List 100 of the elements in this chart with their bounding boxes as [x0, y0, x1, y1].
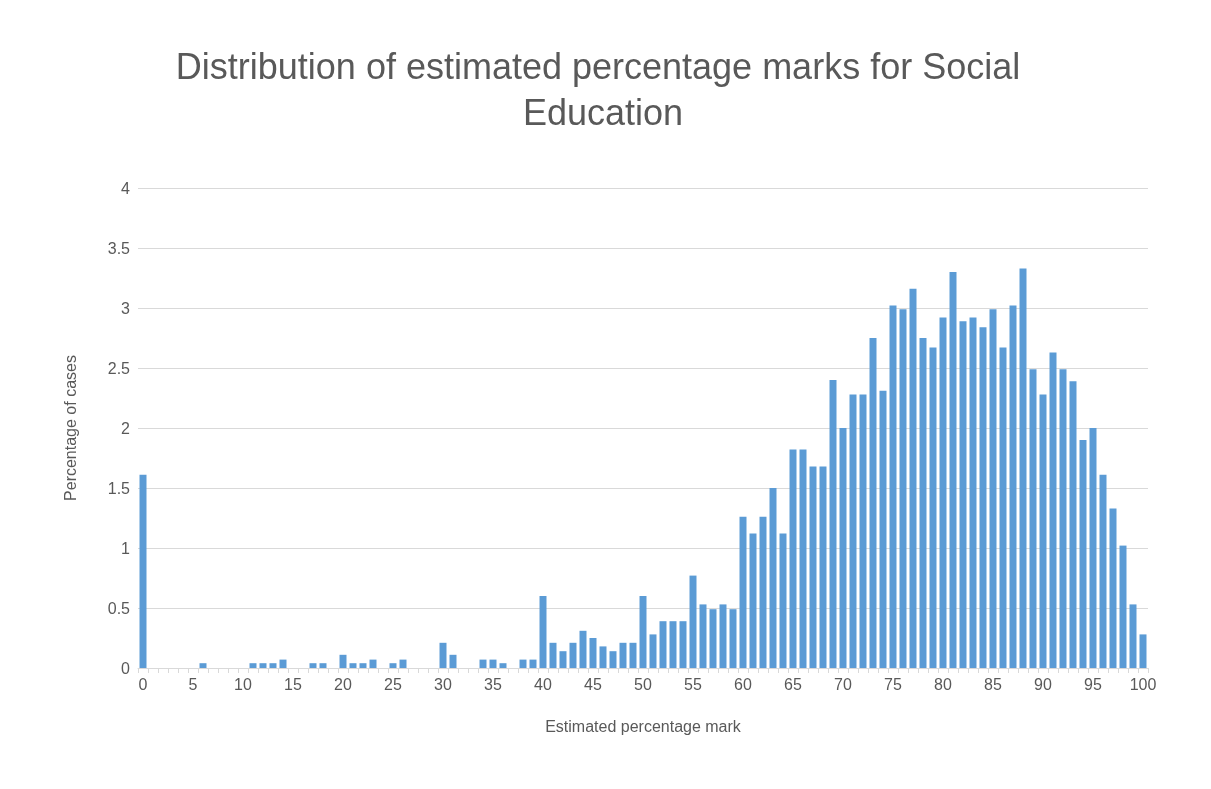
bar: [859, 394, 867, 668]
x-tick-label: 50: [634, 675, 652, 693]
bar: [1039, 394, 1047, 668]
bar: [1019, 268, 1027, 668]
bar: [849, 394, 857, 668]
bar: [439, 642, 447, 668]
bar: [1069, 381, 1077, 668]
bar: [1129, 604, 1137, 668]
bar: [449, 654, 457, 668]
bar: [489, 659, 497, 668]
x-tick-label: 30: [434, 675, 452, 693]
bar: [319, 663, 327, 668]
y-tick-label: 2: [121, 419, 131, 437]
chart-title: Distribution of estimated percentage marks for Social Education: [175, 45, 1031, 133]
bar: [249, 663, 257, 668]
bar: [1079, 440, 1087, 668]
bar: [399, 659, 407, 668]
x-tick-label: 5: [188, 675, 198, 693]
bar: [809, 466, 817, 668]
bar: [979, 327, 987, 668]
x-axis-title: Estimated percentage mark: [545, 717, 742, 735]
x-tick-label: 60: [734, 675, 752, 693]
bar: [659, 621, 667, 668]
y-tick-label: 0.5: [107, 599, 131, 617]
bar: [579, 630, 587, 668]
bar: [529, 659, 537, 668]
bar: [1119, 545, 1127, 668]
x-tick-label: 100: [1129, 675, 1157, 693]
bar: [689, 575, 697, 668]
y-tick-label: 3: [121, 299, 131, 317]
x-tick-label: 70: [834, 675, 852, 693]
bar: [279, 659, 287, 668]
bar: [549, 642, 557, 668]
bar: [1099, 474, 1107, 668]
bar: [709, 609, 717, 668]
bar: [499, 663, 507, 668]
bar: [519, 659, 527, 668]
bar: [719, 604, 727, 668]
bar: [839, 428, 847, 668]
bar: [829, 380, 837, 668]
bar: [479, 659, 487, 668]
x-tick-label: 75: [884, 675, 902, 693]
bar: [1029, 369, 1037, 668]
x-tick-label: 25: [384, 675, 402, 693]
bar: [879, 390, 887, 668]
bar: [669, 621, 677, 668]
x-tick-label: 95: [1084, 675, 1102, 693]
bar: [679, 621, 687, 668]
bar: [949, 272, 957, 668]
bar: [559, 651, 567, 668]
bar: [339, 654, 347, 668]
bar: [969, 317, 977, 668]
x-tick-label: 80: [934, 675, 952, 693]
bar: [309, 663, 317, 668]
bar: [649, 634, 657, 668]
y-tick-label: 0: [121, 659, 131, 677]
bar: [739, 516, 747, 668]
bar: [389, 663, 397, 668]
x-tick-label: 45: [584, 675, 602, 693]
bar: [889, 305, 897, 668]
bar: [639, 596, 647, 668]
bar: [599, 646, 607, 668]
bar: [989, 309, 997, 668]
bar: [779, 533, 787, 668]
bar: [369, 659, 377, 668]
bar: [1059, 369, 1067, 668]
bar: [959, 321, 967, 668]
x-tick-label: 40: [534, 675, 552, 693]
bar: [359, 663, 367, 668]
bar: [619, 642, 627, 668]
x-tick-label: 10: [234, 675, 252, 693]
bar: [789, 449, 797, 668]
bar: [609, 651, 617, 668]
y-tick-label: 1.5: [107, 479, 131, 497]
bar: [1049, 352, 1057, 668]
bar: [269, 663, 277, 668]
x-tick-label: 90: [1034, 675, 1052, 693]
bar: [939, 317, 947, 668]
y-tick-label: 1: [121, 539, 131, 557]
bar: [1109, 508, 1117, 668]
bar: [539, 596, 547, 668]
bar: [819, 466, 827, 668]
y-tick-label: 3.5: [107, 239, 131, 257]
y-tick-label: 2.5: [107, 359, 131, 377]
bar: [1009, 305, 1017, 668]
bar: [919, 338, 927, 668]
bar: [759, 516, 767, 668]
x-tick-label: 20: [334, 675, 352, 693]
bar: [769, 488, 777, 668]
x-tick-label: 35: [484, 675, 502, 693]
x-tick-label: 0: [138, 675, 148, 693]
bar: [589, 638, 597, 668]
bar: [999, 347, 1007, 668]
bar: [729, 609, 737, 668]
x-tick-label: 65: [784, 675, 802, 693]
bar: [869, 338, 877, 668]
bar: [569, 642, 577, 668]
bar: [139, 474, 147, 668]
bar: [349, 663, 357, 668]
x-tick-label: 55: [684, 675, 702, 693]
